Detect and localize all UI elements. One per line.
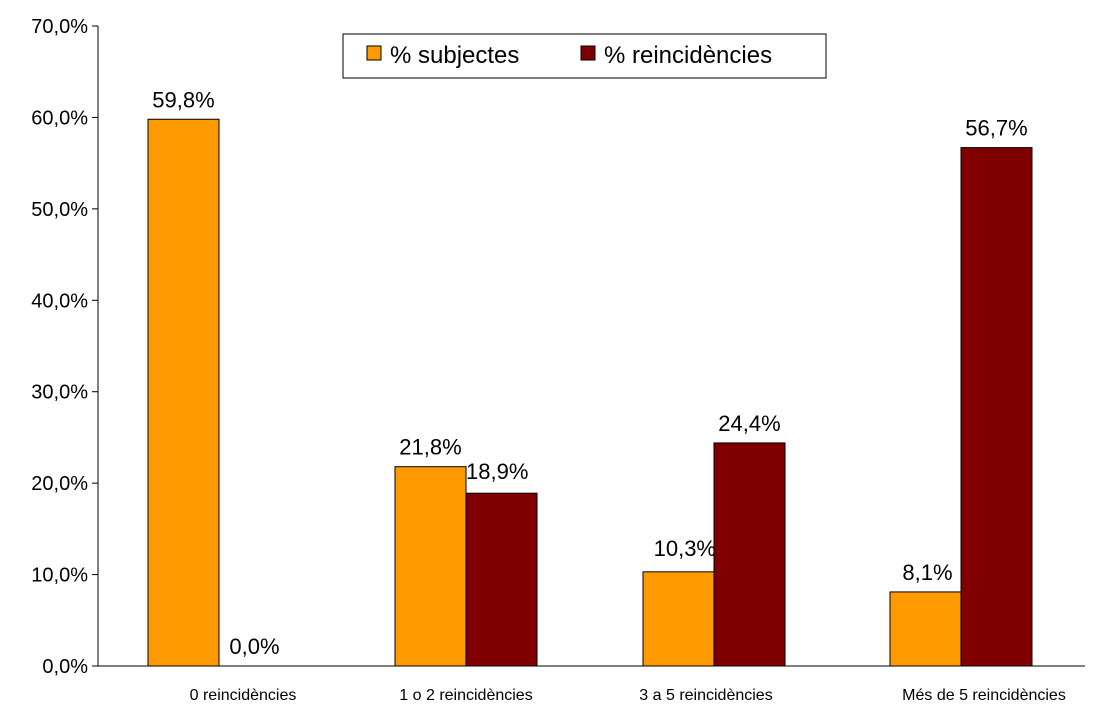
x-axis: 0 reincidències 1 o 2 reincidències 3 a 5 … (98, 665, 1085, 704)
legend-label-reincidencies: % reincidències (604, 42, 772, 69)
bar-reincidencies (465, 492, 538, 667)
bar-subjectes (147, 118, 220, 667)
data-label: 21,8% (399, 435, 461, 460)
data-label: 0,0% (229, 634, 279, 659)
data-label: 56,7% (965, 116, 1027, 141)
x-category-label: Més de 5 reincidències (902, 687, 1066, 704)
bar-reincidencies (713, 442, 786, 667)
y-tick-label: 50,0% (31, 199, 88, 221)
y-tick-label: 0,0% (42, 656, 88, 678)
legend-label-subjectes: % subjectes (390, 42, 519, 69)
y-tick-label: 20,0% (31, 473, 88, 495)
y-axis: 0,0% 10,0% 20,0% 30,0% 40,0% 50,0% 60,0% 70,0% (31, 16, 99, 678)
data-label: 59,8% (152, 87, 214, 112)
data-label: 18,9% (466, 459, 528, 484)
x-category-label: 0 reincidències (190, 687, 297, 704)
data-label: 8,1% (902, 560, 952, 585)
bar-subjectes (889, 591, 962, 667)
x-category-label: 1 o 2 reincidències (399, 687, 532, 704)
bar-subjectes (642, 571, 715, 667)
data-label: 24,4% (718, 411, 780, 436)
y-tick-label: 60,0% (31, 107, 88, 129)
bars: 59,8% 0,0% 21,8%18,9% 10,3% 24,4% 8,1% 56,7% (147, 87, 1033, 667)
y-tick-label: 70,0% (31, 16, 88, 38)
y-tick-label: 40,0% (31, 290, 88, 312)
y-tick-label: 10,0% (31, 565, 88, 587)
legend-swatch-subjectes (366, 45, 382, 61)
y-tick-label: 30,0% (31, 382, 88, 404)
legend-swatch-reincidencies (580, 45, 596, 61)
bar-reincidencies (960, 147, 1033, 667)
x-category-label: 3 a 5 reincidències (639, 687, 772, 704)
legend: % subjectes % reincidències (342, 33, 827, 79)
bar-subjectes (394, 466, 467, 667)
data-label: 10,3% (654, 536, 716, 561)
